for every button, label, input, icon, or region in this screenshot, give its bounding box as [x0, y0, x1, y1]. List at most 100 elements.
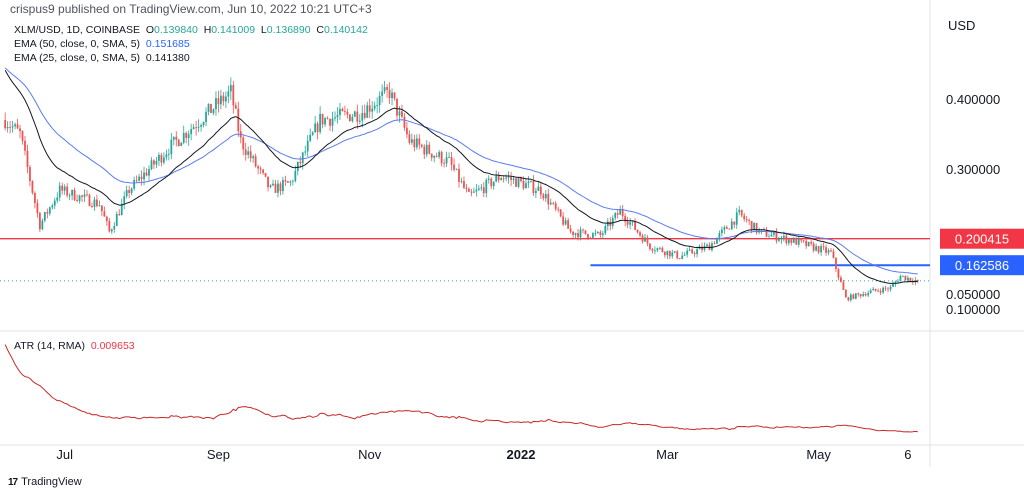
candle-body	[470, 191, 473, 193]
ema25-line	[4, 70, 918, 284]
candle-body	[430, 153, 433, 158]
candle-body	[19, 128, 21, 132]
candle-body	[66, 186, 69, 196]
candle-body	[410, 139, 413, 143]
candle-body	[334, 117, 336, 119]
candle-body	[713, 243, 716, 245]
candle-body	[396, 98, 398, 116]
candle-body	[686, 250, 689, 255]
candle-body	[681, 255, 684, 259]
atr-legend[interactable]: ATR (14, RMA) 0.009653	[14, 340, 135, 352]
candle-body	[649, 243, 651, 250]
candle-body	[485, 179, 488, 194]
candle-body	[634, 221, 636, 230]
candle-body	[787, 239, 790, 244]
candle-body	[262, 169, 264, 173]
high-label: H	[203, 24, 212, 36]
symbol-label[interactable]: XLM/USD, 1D, COINBASE	[14, 24, 141, 36]
candle-body	[450, 156, 453, 165]
candle-body	[418, 138, 421, 145]
hline-price-label: 0.162586	[955, 258, 1009, 273]
candle-body	[210, 103, 212, 114]
candle-body	[177, 139, 180, 147]
candle-body	[820, 246, 822, 253]
candle-body	[599, 231, 602, 236]
candle-body	[254, 156, 257, 167]
candle-body	[606, 221, 609, 227]
candle-body	[128, 189, 131, 193]
candle-body	[267, 176, 269, 188]
candle-body	[562, 216, 565, 225]
candle-body	[537, 186, 540, 191]
candle-body	[433, 155, 436, 158]
candle-body	[636, 229, 639, 233]
candle-body	[16, 124, 19, 129]
candle-body	[227, 91, 230, 97]
candle-body	[574, 233, 577, 235]
candle-body	[373, 105, 376, 109]
candle-body	[641, 235, 644, 242]
candle-body	[299, 161, 302, 164]
candle-body	[663, 251, 666, 256]
candle-body	[611, 218, 614, 226]
candle-body	[118, 214, 121, 216]
candle-body	[497, 175, 500, 181]
candle-body	[817, 246, 820, 253]
candle-body	[259, 168, 262, 170]
candle-body	[388, 89, 391, 99]
candle-body	[368, 105, 371, 112]
candle-body	[180, 142, 183, 147]
candle-body	[909, 277, 912, 281]
tradingview-logo[interactable]: 17 TradingView	[8, 476, 82, 488]
candle-body	[874, 288, 877, 291]
candle-body	[765, 229, 768, 237]
candle-body	[728, 228, 731, 230]
candle-body	[812, 243, 815, 251]
candle-body	[61, 185, 64, 191]
candle-body	[123, 196, 126, 204]
candle-body	[743, 215, 746, 220]
candle-body	[624, 216, 627, 222]
ema50-legend[interactable]: EMA (50, close, 0, SMA, 5) 0.151685	[14, 38, 190, 50]
atr-line	[4, 344, 918, 433]
candle-body	[150, 160, 153, 170]
candle-body	[71, 189, 74, 196]
candle-body	[316, 123, 319, 133]
currency-label: USD	[948, 18, 975, 33]
candle-body	[110, 229, 113, 232]
ema25-legend[interactable]: EMA (25, close, 0, SMA, 5) 0.141380	[14, 52, 190, 64]
candle-body	[902, 275, 904, 277]
candle-body	[339, 108, 341, 116]
candle-body	[857, 293, 860, 295]
candle-body	[98, 205, 101, 207]
candle-body	[720, 229, 723, 234]
candle-body	[453, 164, 455, 170]
candle-body	[505, 177, 508, 179]
candle-body	[167, 154, 170, 155]
candle-body	[148, 169, 150, 176]
candle-body	[840, 277, 842, 283]
time-tick-label: Jul	[56, 447, 73, 462]
candle-body	[455, 168, 458, 170]
candle-body	[835, 257, 837, 270]
candle-body	[257, 166, 260, 169]
candle-body	[155, 160, 158, 165]
candle-body	[133, 180, 136, 189]
candle-body	[520, 177, 522, 181]
candle-body	[351, 116, 354, 122]
candle-body	[564, 220, 567, 225]
candle-body	[321, 113, 324, 125]
candle-body	[229, 85, 232, 92]
candle-body	[205, 111, 207, 123]
candle-body	[202, 122, 205, 126]
ema50-label: EMA (50, close, 0, SMA, 5)	[14, 38, 141, 50]
candle-body	[329, 119, 331, 126]
candle-body	[567, 220, 570, 229]
candle-body	[125, 189, 128, 197]
candle-body	[158, 154, 160, 161]
candle-body	[88, 195, 91, 207]
candle-body	[609, 221, 612, 226]
candle-body	[38, 213, 41, 230]
candle-body	[539, 186, 542, 195]
